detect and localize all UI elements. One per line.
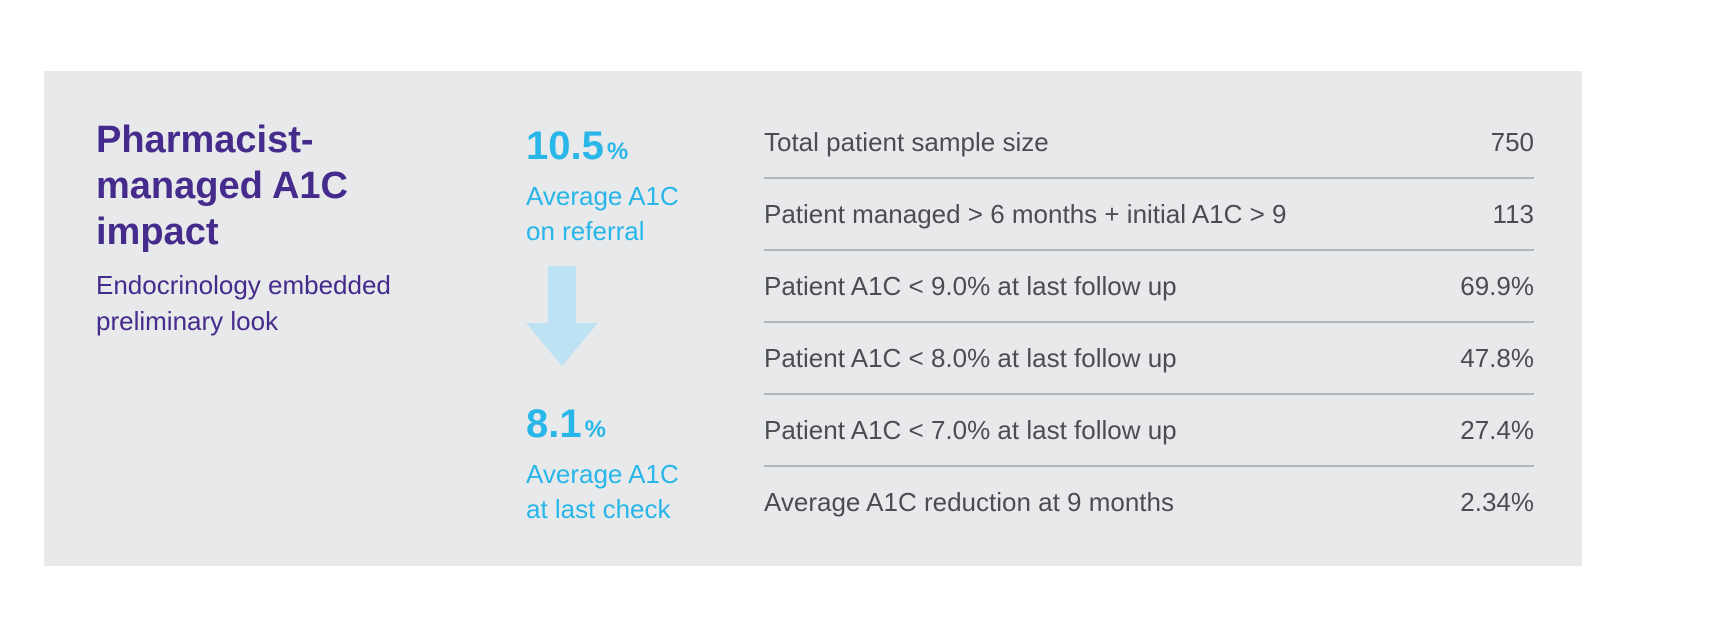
metric-label: Patient A1C < 9.0% at last follow up — [764, 270, 1177, 301]
metrics-table: Total patient sample size 750 Patient ma… — [764, 107, 1534, 537]
metric-value: 27.4% — [1460, 414, 1534, 445]
last-check-label-line2: at last check — [526, 494, 671, 524]
referral-label-line2: on referral — [526, 216, 645, 246]
last-check-label-line1: Average A1C — [526, 459, 679, 489]
last-check-number: 8.1 — [526, 402, 582, 446]
card-subheading: Endocrinology embedded preliminary look — [96, 270, 391, 336]
referral-unit: % — [606, 138, 629, 165]
metric-label: Total patient sample size — [764, 126, 1049, 157]
metric-row: Average A1C reduction at 9 months 2.34% — [764, 467, 1534, 537]
metric-label: Patient A1C < 7.0% at last follow up — [764, 414, 1177, 445]
impact-card: Pharmacist-managed A1C impact Endocrinol… — [44, 71, 1582, 566]
metric-value: 69.9% — [1460, 270, 1534, 301]
metric-value: 113 — [1492, 198, 1534, 229]
metric-row: Patient A1C < 9.0% at last follow up 69.… — [764, 251, 1534, 323]
card-heading: Pharmacist-managed A1C impact — [96, 119, 348, 253]
last-check-unit: % — [584, 416, 606, 443]
arrow-down-icon — [526, 266, 598, 366]
referral-label-line1: Average A1C — [526, 181, 679, 211]
metric-row: Patient managed > 6 months + initial A1C… — [764, 179, 1534, 251]
metric-value: 750 — [1490, 126, 1534, 157]
metric-row: Total patient sample size 750 — [764, 107, 1534, 179]
metric-row: Patient A1C < 8.0% at last follow up 47.… — [764, 323, 1534, 395]
referral-value: 10.5% — [526, 123, 726, 175]
metric-label: Average A1C reduction at 9 months — [764, 486, 1174, 517]
metric-label: Patient A1C < 8.0% at last follow up — [764, 342, 1177, 373]
last-check-value: 8.1% — [526, 401, 726, 453]
referral-number: 10.5 — [526, 124, 604, 168]
metric-row: Patient A1C < 7.0% at last follow up 27.… — [764, 395, 1534, 467]
metric-value: 47.8% — [1460, 342, 1534, 373]
last-check-stat: 8.1% Average A1C at last check — [526, 401, 726, 527]
metric-value: 2.34% — [1460, 486, 1534, 517]
metric-label: Patient managed > 6 months + initial A1C… — [764, 198, 1287, 229]
referral-stat: 10.5% Average A1C on referral — [526, 123, 726, 249]
